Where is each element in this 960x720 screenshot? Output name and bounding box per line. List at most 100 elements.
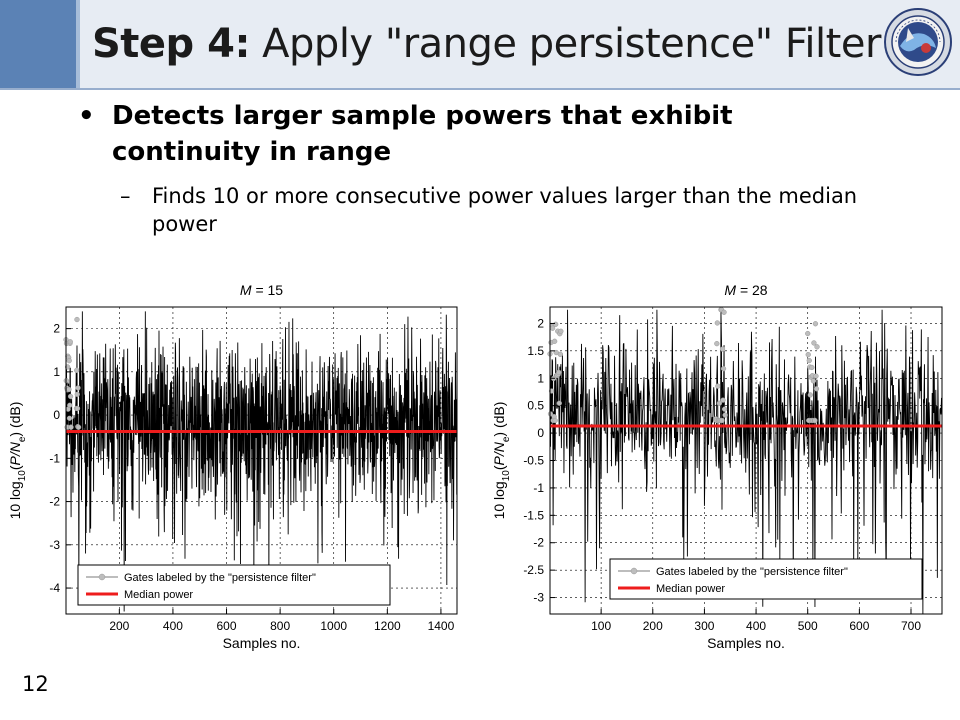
chart1-labeled-gate-marker — [719, 417, 725, 424]
chart1-labeled-gate-marker — [551, 338, 558, 344]
chart1-ytick-label: 1.5 — [527, 344, 544, 358]
chart1-labeled-gate-marker — [813, 373, 819, 379]
sub-bullet-marker: – — [120, 184, 131, 208]
chart1-labeled-gate-marker — [810, 378, 817, 384]
sub-bullet-text: Finds 10 or more consecutive power value… — [152, 184, 858, 236]
chart0-xtick-label: 1000 — [320, 619, 347, 633]
bullet-marker: • — [78, 101, 95, 131]
chart1-labeled-gate-marker — [721, 309, 727, 315]
chart1-ytick-label: 2 — [537, 316, 544, 330]
chart1-labeled-gate-marker — [806, 357, 812, 364]
chart1-ytick-label: 0.5 — [527, 399, 544, 413]
chart0-labeled-gate-marker — [67, 393, 74, 400]
chart0-labeled-gate-marker — [66, 358, 72, 364]
chart0-signal-line — [65, 311, 458, 612]
chart-m15: 200 400 600 800 1000 1200 1400 -4 -3 -2 -1 0 1 2 M = 1… — [0, 270, 480, 664]
chart0-ylabel: 10 log10(P/Ne) (dB) — [7, 402, 28, 520]
chart1-xtick-label: 600 — [849, 619, 869, 633]
chart0-legend-marker-gates — [98, 573, 106, 581]
chart1-labeled-gate-marker — [809, 364, 815, 371]
chart0-labeled-gate-marker — [66, 415, 73, 421]
chart0-legend: Gates labeled by the "persistence filter… — [77, 564, 391, 606]
chart0-labeled-gate-marker — [74, 391, 80, 397]
chart1-labeled-gate-marker — [814, 344, 820, 350]
chart1-legend-box — [609, 558, 923, 600]
chart1-labeled-gate-marker — [557, 351, 563, 358]
chart0-title-value: = 15 — [252, 282, 284, 298]
chart0-ytick-label: -2 — [49, 495, 60, 509]
header-divider — [0, 88, 960, 90]
chart0-ytick-label: -3 — [49, 538, 60, 552]
slide-number: 12 — [22, 672, 49, 696]
chart0-frame — [65, 306, 458, 615]
chart1-labeled-gate-marker — [547, 411, 554, 417]
chart1-labeled-gate-marker — [721, 406, 728, 412]
chart1-labeled-gate-marker — [805, 351, 811, 358]
chart0-labeled-gate-marker — [68, 424, 74, 430]
chart1-xtick-label: 200 — [643, 619, 663, 633]
chart1-xtick-label: 400 — [746, 619, 766, 633]
chart0-labeled-gate-marker — [67, 339, 73, 345]
chart1-labeled-gate-marker — [805, 330, 811, 337]
chart0-xtick-label: 800 — [270, 619, 290, 633]
chart0-xtick-label: 600 — [217, 619, 237, 633]
title-band — [0, 0, 960, 88]
chart0-labeled-gate-marker — [74, 316, 80, 323]
bullet-text: Detects larger sample powers that exhibi… — [112, 101, 733, 167]
chart1-labeled-gate-marker — [807, 392, 813, 398]
chart1-labeled-gate-marker — [812, 417, 818, 424]
chart0-labeled-gate-marker — [67, 402, 73, 408]
chart1-labeled-gate-marker — [720, 397, 726, 403]
chart1-labeled-gate-marker — [556, 369, 562, 376]
chart1-xtick-label: 300 — [694, 619, 714, 633]
chart1-ylabel: 10 log10(P/Ne) (dB) — [491, 402, 512, 520]
chart1-ytick-label: -2.5 — [523, 563, 544, 577]
chart1-legend-label-gates: Gates labeled by the "persistence filter… — [656, 566, 848, 578]
chart-m28: 100 200 300 400 500 600 700 -3 -2.5 -2 -1.5 -1 -0.5 0… — [480, 270, 960, 664]
chart1-labeled-gate-marker — [722, 412, 728, 418]
chart1-labeled-gate-marker — [552, 417, 558, 424]
chart1-labeled-gates — [547, 307, 820, 424]
chart1-title: M = 28 — [724, 282, 767, 298]
chart0-title-symbol: M — [240, 282, 252, 298]
chart1-labeled-gate-marker — [556, 400, 562, 406]
chart1-legend-marker-gates — [630, 567, 638, 575]
chart1-labeled-gate-marker — [553, 321, 559, 327]
accent-bar-edge — [76, 0, 80, 88]
chart1-labeled-gate-marker — [813, 386, 820, 392]
chart1-labeled-gate-marker — [716, 400, 723, 406]
chart1-labeled-gate-marker — [715, 383, 721, 389]
chart1-xtick-label: 100 — [591, 619, 611, 633]
chart0-xtick-label: 1200 — [374, 619, 401, 633]
chart1-labeled-gate-marker — [812, 321, 819, 327]
chart1-ytick-label: -0.5 — [523, 454, 544, 468]
chart0-legend-box — [77, 564, 391, 606]
chart0-labeled-gate-marker — [66, 386, 72, 393]
chart1-ytick-label: -3 — [533, 591, 544, 605]
chart1-labeled-gate-marker — [719, 346, 726, 352]
chart0-legend-label-gates: Gates labeled by the "persistence filter… — [124, 572, 316, 584]
slide-title-rest: Apply "range persistence" Filter — [249, 21, 881, 67]
chart1-ytick-label: 1 — [537, 371, 544, 385]
chart1-title-symbol: M — [724, 282, 736, 298]
chart0-labeled-gate-marker — [75, 385, 81, 391]
chart0-ytick-label: 2 — [53, 322, 60, 336]
chart1-labeled-gate-marker — [558, 328, 564, 334]
nssl-seal-icon — [884, 8, 952, 76]
chart0-labeled-gate-marker — [75, 424, 82, 430]
slide-title: Step 4: Apply "range persistence" Filter — [92, 18, 881, 70]
chart-m28-svg: 100 200 300 400 500 600 700 -3 -2.5 -2 -1.5 -1 -0.5 0… — [491, 282, 943, 651]
chart1-title-value: = 28 — [736, 282, 768, 298]
chart0-labeled-gate-marker — [74, 405, 81, 412]
chart1-ytick-label: -2 — [533, 536, 544, 550]
chart1-labeled-gate-marker — [811, 340, 817, 346]
chart0-ytick-label: -1 — [49, 451, 60, 465]
chart1-labeled-gate-marker — [720, 366, 727, 372]
chart1-xlabel: Samples no. — [707, 635, 785, 651]
chart1-ytick-label: 0 — [537, 426, 544, 440]
chart1-ytick-label: -1.5 — [523, 508, 544, 522]
chart0-labeled-gate-marker — [74, 367, 80, 373]
chart-m15-svg: 200 400 600 800 1000 1200 1400 -4 -3 -2 -1 0 1 2 M = 1… — [7, 282, 458, 651]
chart0-xlabel: Samples no. — [223, 635, 301, 651]
chart0-xtick-label: 400 — [163, 619, 183, 633]
